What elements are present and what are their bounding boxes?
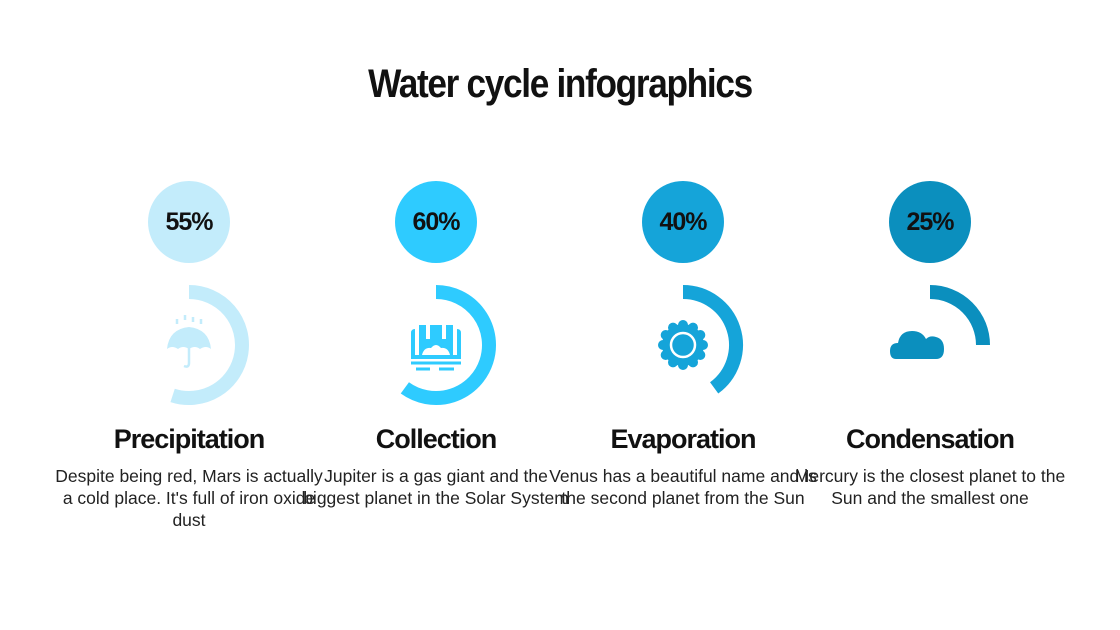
percent-label: 55% (165, 207, 213, 236)
stage-heading: Condensation (846, 424, 1015, 454)
percent-badge: 60% (395, 181, 477, 263)
stage-heading: Collection (375, 424, 498, 454)
progress-ring (167, 285, 249, 405)
stage-collection: 60% Collection Jupiter is a gas giant an… (303, 0, 569, 630)
stage-description: Despite being red, Mars is actually a co… (55, 466, 323, 530)
progress-arc (170, 285, 249, 405)
stage-description: Jupiter is a gas giant and the biggest p… (303, 466, 569, 508)
page-title: Water cycle infographics (368, 62, 753, 106)
percent-badge: 25% (889, 181, 971, 263)
stage-description: Venus has a beautiful name and is the se… (549, 466, 817, 508)
progress-arc (929, 285, 990, 346)
percent-label: 40% (659, 207, 707, 236)
progress-ring (400, 285, 496, 405)
stage-description: Mercury is the closest planet to the Sun… (794, 466, 1066, 508)
stage-heading: Evaporation (610, 424, 756, 454)
sun-icon (658, 320, 708, 370)
progress-ring (890, 285, 990, 359)
progress-ring (658, 285, 743, 394)
percent-badge: 55% (148, 181, 230, 263)
percent-label: 60% (412, 207, 460, 236)
waterfall-icon (411, 325, 461, 371)
progress-arc (400, 285, 496, 405)
stage-condensation: 25% Condensation Mercury is the closest … (795, 0, 1065, 630)
cloud-icon (890, 331, 944, 359)
percent-badge: 40% (642, 181, 724, 263)
progress-arc (682, 285, 743, 394)
stage-evaporation: 40% Evaporation Venus has a beautiful na… (549, 0, 817, 630)
umbrella-rain-icon (167, 315, 211, 368)
stage-heading: Precipitation (113, 424, 266, 454)
stage-precipitation: 55% Precipitation Despite being red, Mar… (55, 0, 323, 630)
percent-label: 25% (906, 207, 954, 236)
